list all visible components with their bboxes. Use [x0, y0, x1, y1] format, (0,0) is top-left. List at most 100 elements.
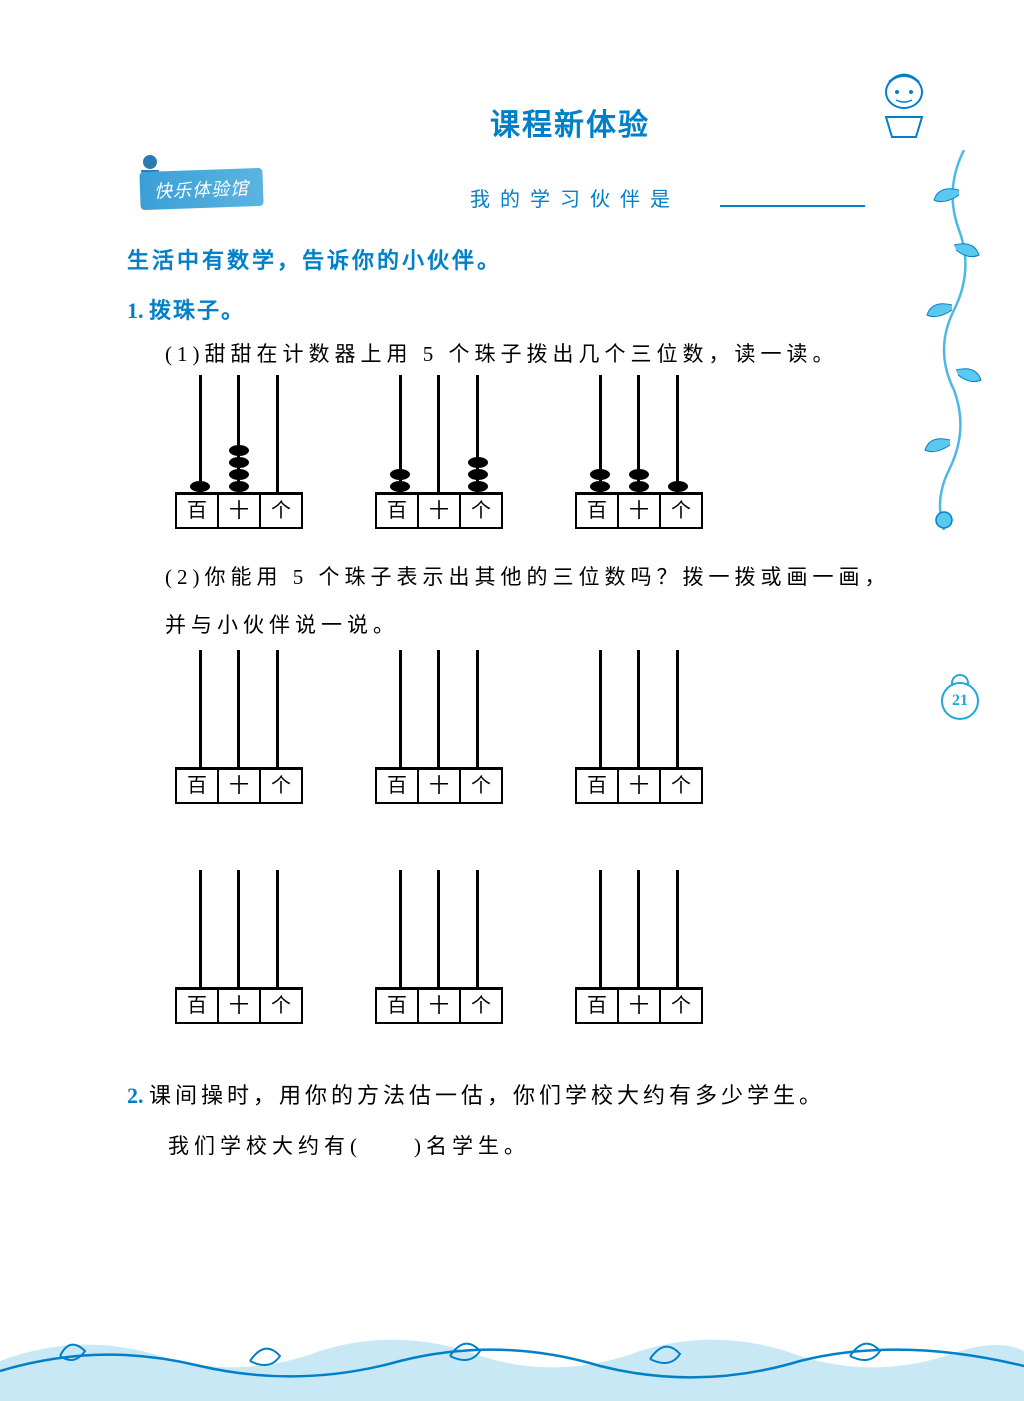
abacus-label: 十	[419, 770, 461, 802]
abacus-rod	[599, 650, 602, 767]
intro-text: 生活中有数学，告诉你的小伙伴。	[127, 243, 502, 275]
abacus-rod	[237, 870, 240, 987]
abacus-label: 十	[619, 990, 661, 1022]
abacus-rod	[676, 650, 679, 767]
abacus-rod	[676, 375, 679, 492]
abacus-rod	[437, 870, 440, 987]
abacus-labels: 百十个	[175, 492, 303, 529]
abacus-rod	[237, 650, 240, 767]
badge-text: 快乐体验馆	[139, 168, 263, 210]
abacus-labels: 百十个	[375, 492, 503, 529]
abacus-labels: 百十个	[575, 767, 703, 804]
abacus-bead	[590, 481, 610, 492]
abacus-labels: 百十个	[175, 767, 303, 804]
partner-label: 我的学习伙伴是	[470, 183, 680, 212]
abacus-label: 个	[261, 495, 301, 527]
abacus-label: 个	[461, 495, 501, 527]
abacus-rod	[599, 870, 602, 987]
cartoon-character-icon	[864, 62, 944, 142]
abacus-rod	[437, 375, 440, 492]
abacus-label: 十	[619, 770, 661, 802]
abacus-rod	[637, 375, 640, 492]
abacus-bead	[629, 481, 649, 492]
abacus-row-2: 百十个百十个百十个	[175, 650, 703, 804]
apple-icon: 21	[941, 682, 979, 720]
abacus-label: 百	[377, 770, 419, 802]
abacus: 百十个	[175, 375, 303, 529]
wave-decoration-icon	[0, 1301, 1024, 1401]
abacus-bead	[629, 469, 649, 480]
abacus-labels: 百十个	[575, 987, 703, 1024]
abacus-rod	[237, 375, 240, 492]
abacus-rod	[476, 650, 479, 767]
abacus-label: 百	[577, 990, 619, 1022]
abacus-bead	[229, 469, 249, 480]
abacus-rod	[399, 650, 402, 767]
q1-part-a: (1)甜甜在计数器上用 5 个珠子拨出几个三位数，读一读。	[165, 338, 838, 368]
abacus-bead	[390, 481, 410, 492]
page-number: 21	[952, 692, 968, 710]
abacus-rod	[476, 375, 479, 492]
abacus-labels: 百十个	[575, 492, 703, 529]
abacus-rod	[399, 870, 402, 987]
abacus-rod	[199, 650, 202, 767]
abacus-labels: 百十个	[375, 987, 503, 1024]
abacus: 百十个	[175, 870, 303, 1024]
abacus-label: 百	[377, 990, 419, 1022]
abacus-label: 个	[261, 990, 301, 1022]
abacus-rod	[399, 375, 402, 492]
question-1-title: 1. 拨珠子。	[127, 293, 245, 325]
abacus-rod	[637, 870, 640, 987]
abacus-label: 百	[377, 495, 419, 527]
abacus-label: 十	[419, 990, 461, 1022]
q1-number: 1.	[127, 298, 144, 323]
abacus-bead	[229, 445, 249, 456]
partner-input-line[interactable]	[720, 205, 865, 207]
abacus-label: 百	[577, 770, 619, 802]
abacus-label: 十	[219, 990, 261, 1022]
abacus-label: 十	[619, 495, 661, 527]
page-number-badge: 21	[941, 682, 979, 726]
abacus-rod	[476, 870, 479, 987]
abacus-label: 个	[261, 770, 301, 802]
abacus-bead	[468, 469, 488, 480]
abacus-bead	[590, 469, 610, 480]
question-2: 2. 课间操时，用你的方法估一估，你们学校大约有多少学生。	[127, 1078, 825, 1110]
abacus-rod	[676, 870, 679, 987]
abacus: 百十个	[575, 650, 703, 804]
abacus: 百十个	[575, 870, 703, 1024]
q2-text: 课间操时，用你的方法估一估，你们学校大约有多少学生。	[149, 1083, 825, 1108]
page-title: 课程新体验	[490, 100, 650, 144]
abacus-label: 个	[661, 990, 701, 1022]
abacus-bead	[390, 469, 410, 480]
abacus-rod	[637, 650, 640, 767]
abacus-label: 个	[461, 770, 501, 802]
abacus-label: 个	[661, 495, 701, 527]
abacus-rod	[199, 870, 202, 987]
abacus-bead	[229, 457, 249, 468]
abacus: 百十个	[375, 375, 503, 529]
abacus-label: 百	[177, 770, 219, 802]
abacus-rod	[437, 650, 440, 767]
abacus-bead	[468, 457, 488, 468]
abacus-label: 百	[577, 495, 619, 527]
abacus: 百十个	[375, 650, 503, 804]
abacus: 百十个	[175, 650, 303, 804]
abacus-label: 十	[219, 495, 261, 527]
q2-number: 2.	[127, 1083, 144, 1108]
abacus-rod	[276, 870, 279, 987]
abacus-label: 十	[219, 770, 261, 802]
abacus-rod	[276, 650, 279, 767]
abacus-labels: 百十个	[175, 987, 303, 1024]
abacus-label: 个	[461, 990, 501, 1022]
abacus-row-3: 百十个百十个百十个	[175, 870, 703, 1024]
abacus-label: 十	[419, 495, 461, 527]
abacus: 百十个	[575, 375, 703, 529]
abacus-bead	[668, 481, 688, 492]
abacus-label: 百	[177, 990, 219, 1022]
abacus-label: 百	[177, 495, 219, 527]
q1-part-b: (2)你能用 5 个珠子表示出其他的三位数吗？拨一拨或画一画， 并与小伙伴说一说…	[165, 553, 890, 650]
abacus-rod	[199, 375, 202, 492]
abacus-rod	[599, 375, 602, 492]
q2-answer-line: 我们学校大约有( )名学生。	[168, 1130, 530, 1160]
